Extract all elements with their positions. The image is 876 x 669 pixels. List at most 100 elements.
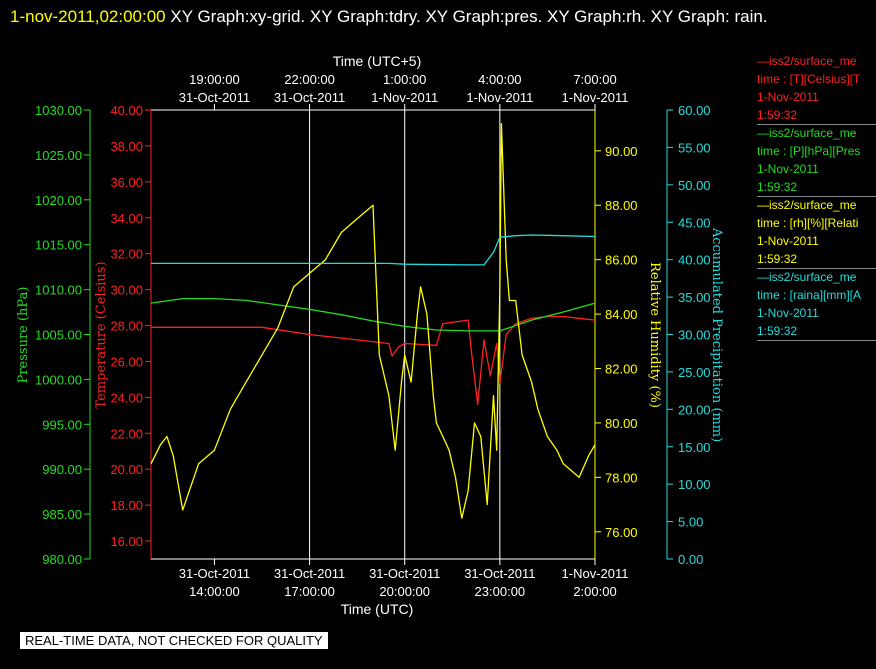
- temperature-tick-label: 28.00: [110, 319, 143, 334]
- legend-entry-line2: time : [rh][%][Relati: [757, 216, 859, 230]
- temperature-tick-label: 26.00: [110, 354, 143, 369]
- precip-tick-label: 15.00: [678, 440, 711, 455]
- temperature-tick-label: 22.00: [110, 426, 143, 441]
- top-tick-time: 4:00:00: [478, 72, 521, 87]
- temperature-tick-label: 32.00: [110, 247, 143, 262]
- precip-tick-label: 30.00: [678, 328, 711, 343]
- temperature-tick-label: 24.00: [110, 390, 143, 405]
- temperature-axis-label: Temperature (Celsius): [94, 261, 109, 408]
- precip-series-line: [151, 234, 596, 266]
- pressure-tick-label: 1005.00: [35, 328, 82, 343]
- plot-border: [150, 109, 596, 560]
- axes: 31-Oct-2011 14:00:00 31-Oct-2011 17:00:00 31…: [35, 72, 711, 599]
- top-tick-date: 31-Oct-2011: [179, 90, 250, 105]
- bottom-tick-time: 17:00:00: [284, 584, 335, 599]
- bottom-tick-date: 31-Oct-2011: [369, 566, 440, 581]
- legend-entry-line2: time : [raina][mm][A: [757, 288, 862, 302]
- pressure-tick-label: 1025.00: [35, 148, 82, 163]
- top-tick-date: 31-Oct-2011: [274, 90, 345, 105]
- precip-tick-label: 45.00: [678, 215, 711, 230]
- precip-tick-label: 50.00: [678, 178, 711, 193]
- rh-series-line: [150, 122, 596, 519]
- title-date: 1-nov-2011,02:00:00: [10, 7, 166, 26]
- legend-entry-line4: 1:59:32: [757, 108, 798, 122]
- temperature-tick-label: 18.00: [110, 498, 143, 513]
- precip-tick-label: 40.00: [678, 253, 711, 268]
- top-tick-date: 1-Nov-2011: [562, 90, 629, 105]
- top-axis-label: Time (UTC+5): [333, 53, 422, 69]
- bottom-tick-date: 1-Nov-2011: [562, 566, 629, 581]
- legend-entry-line3: 1-Nov-2011: [757, 306, 819, 320]
- top-tick-time: 1:00:00: [383, 72, 426, 87]
- precip-tick-label: 60.00: [678, 103, 711, 118]
- legend-entry-line3: 1-Nov-2011: [757, 90, 819, 104]
- rh-tick-label: 80.00: [605, 416, 638, 431]
- pressure-series-line: [150, 297, 596, 332]
- bottom-tick-date: 31-Oct-2011: [179, 566, 250, 581]
- rh-tick-label: 84.00: [605, 307, 638, 322]
- temperature-tick-label: 40.00: [110, 103, 143, 118]
- legend-entry-line4: 1:59:32: [757, 180, 798, 194]
- bottom-tick-date: 31-Oct-2011: [274, 566, 345, 581]
- precip-tick-label: 35.00: [678, 290, 711, 305]
- rh-tick-label: 88.00: [605, 198, 638, 213]
- temperature-tick-label: 20.00: [110, 462, 143, 477]
- series-lines: [150, 122, 596, 519]
- precip-tick-label: 10.00: [678, 477, 711, 492]
- pressure-tick-label: 1000.00: [35, 372, 82, 387]
- pressure-tick-label: 1015.00: [35, 238, 82, 253]
- bottom-axis-label: Time (UTC): [341, 601, 414, 617]
- legend-entry-line1: —iss2/surface_me: [757, 270, 857, 284]
- legend-entry-line2: time : [T][Celsius][T: [757, 72, 861, 86]
- temperature-tick-label: 34.00: [110, 211, 143, 226]
- rh-tick-label: 76.00: [605, 525, 638, 540]
- precip-tick-label: 0.00: [678, 552, 703, 567]
- legend-entry-line1: —iss2/surface_me: [757, 54, 857, 68]
- page-title: 1-nov-2011,02:00:00 XY Graph:xy-grid. XY…: [10, 2, 860, 32]
- pressure-tick-label: 1020.00: [35, 193, 82, 208]
- top-tick-time: 19:00:00: [189, 72, 240, 87]
- legend-entry-line1: —iss2/surface_me: [757, 198, 857, 212]
- pressure-tick-label: 985.00: [42, 507, 82, 522]
- top-tick-time: 22:00:00: [284, 72, 335, 87]
- legend-entry-line3: 1-Nov-2011: [757, 234, 819, 248]
- rh-tick-label: 78.00: [605, 470, 638, 485]
- top-tick-date: 1-Nov-2011: [466, 90, 533, 105]
- bottom-tick-time: 20:00:00: [379, 584, 430, 599]
- legend-entry-line4: 1:59:32: [757, 324, 798, 338]
- precip-tick-label: 55.00: [678, 140, 711, 155]
- top-tick-time: 7:00:00: [573, 72, 616, 87]
- bottom-tick-time: 23:00:00: [475, 584, 526, 599]
- rh-tick-label: 90.00: [605, 144, 638, 159]
- plot-frame: [150, 109, 596, 560]
- rh-axis-label: Relative Humidity (%): [647, 262, 662, 408]
- temperature-tick-label: 16.00: [110, 534, 143, 549]
- rh-tick-label: 86.00: [605, 253, 638, 268]
- pressure-tick-label: 995.00: [42, 417, 82, 432]
- grid-lines: [309, 110, 501, 559]
- pressure-tick-label: 980.00: [42, 552, 82, 567]
- legend-entry-line4: 1:59:32: [757, 252, 798, 266]
- rh-tick-label: 82.00: [605, 362, 638, 377]
- precip-tick-label: 25.00: [678, 365, 711, 380]
- bottom-tick-time: 14:00:00: [189, 584, 240, 599]
- quality-notice: REAL-TIME DATA, NOT CHECKED FOR QUALITY: [20, 632, 328, 649]
- pressure-tick-label: 990.00: [42, 462, 82, 477]
- bottom-tick-date: 31-Oct-2011: [464, 566, 535, 581]
- pressure-tick-label: 1030.00: [35, 103, 82, 118]
- precip-tick-label: 20.00: [678, 402, 711, 417]
- pressure-axis-label: Pressure (hPa): [16, 287, 31, 384]
- title-graph-list: XY Graph:xy-grid. XY Graph:tdry. XY Grap…: [165, 7, 768, 26]
- precip-tick-label: 5.00: [678, 515, 703, 530]
- legend-entry-line3: 1-Nov-2011: [757, 162, 819, 176]
- temperature-tick-label: 38.00: [110, 139, 143, 154]
- pressure-tick-label: 1010.00: [35, 283, 82, 298]
- legend-entry-line1: —iss2/surface_me: [757, 126, 857, 140]
- legend-entry-line2: time : [P][hPa][Pres: [757, 144, 861, 158]
- bottom-tick-time: 2:00:00: [573, 584, 616, 599]
